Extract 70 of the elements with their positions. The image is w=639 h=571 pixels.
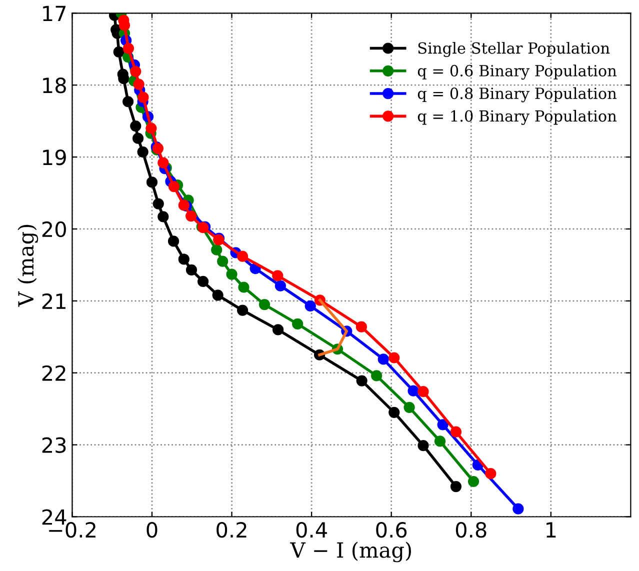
legend-label: q = 0.8 Binary Population bbox=[418, 87, 617, 102]
point bbox=[146, 122, 157, 134]
x-tick-label: 0.8 bbox=[456, 522, 486, 538]
point bbox=[217, 256, 228, 267]
point bbox=[388, 406, 400, 418]
legend-label: q = 1.0 Binary Population bbox=[418, 110, 617, 125]
point bbox=[178, 200, 190, 211]
point bbox=[418, 440, 429, 452]
point bbox=[133, 78, 144, 90]
point bbox=[292, 318, 304, 330]
x-tick-label: 0.4 bbox=[296, 522, 327, 538]
point bbox=[258, 298, 270, 310]
point bbox=[272, 270, 284, 282]
point bbox=[404, 402, 415, 413]
y-tick-label: 22 bbox=[42, 365, 66, 381]
point bbox=[211, 244, 222, 256]
y-axis-title: V (mag) bbox=[18, 224, 38, 307]
point bbox=[371, 370, 382, 382]
x-tick-label: 1 bbox=[546, 522, 556, 538]
point bbox=[236, 304, 248, 316]
legend-label: Single Stellar Population bbox=[418, 42, 610, 57]
point bbox=[226, 268, 238, 280]
y-tick-label: 21 bbox=[42, 293, 66, 309]
y-tick-label: 17 bbox=[43, 6, 66, 22]
point bbox=[236, 250, 248, 262]
point bbox=[388, 352, 400, 364]
point bbox=[158, 211, 169, 222]
point bbox=[304, 300, 316, 312]
point bbox=[512, 503, 524, 514]
point bbox=[168, 236, 180, 247]
point bbox=[130, 66, 142, 77]
point bbox=[356, 321, 367, 332]
point bbox=[137, 146, 148, 158]
x-axis-title: V − I (mag) bbox=[290, 542, 411, 562]
point bbox=[178, 254, 190, 265]
y-tick-label: 23 bbox=[42, 437, 66, 454]
point bbox=[238, 282, 250, 293]
point bbox=[138, 92, 149, 103]
point bbox=[152, 198, 164, 210]
point bbox=[212, 290, 224, 301]
point bbox=[168, 180, 180, 192]
point bbox=[485, 468, 496, 480]
x-tick-label: 0.2 bbox=[216, 522, 246, 538]
point bbox=[197, 276, 209, 288]
legend-label: q = 0.6 Binary Population bbox=[418, 64, 617, 80]
point bbox=[113, 46, 124, 58]
x-tick-label: 0 bbox=[146, 522, 158, 538]
point bbox=[378, 354, 389, 365]
point bbox=[272, 324, 284, 336]
point bbox=[132, 132, 144, 144]
point bbox=[158, 157, 169, 168]
y-tick-label: 18 bbox=[43, 78, 66, 94]
point bbox=[186, 264, 198, 276]
point bbox=[434, 436, 446, 447]
point bbox=[186, 210, 197, 222]
point bbox=[468, 476, 480, 488]
x-tick-label: 0.6 bbox=[376, 522, 407, 538]
point bbox=[356, 375, 368, 386]
point bbox=[450, 480, 462, 492]
point bbox=[437, 419, 448, 430]
point bbox=[130, 120, 142, 132]
y-tick-label: 20 bbox=[42, 221, 66, 238]
point bbox=[122, 42, 134, 54]
y-tick-label: 19 bbox=[43, 149, 66, 166]
point bbox=[122, 96, 134, 108]
point bbox=[408, 385, 419, 396]
point bbox=[450, 426, 462, 438]
point bbox=[146, 176, 158, 188]
point bbox=[418, 386, 429, 398]
point bbox=[274, 280, 286, 292]
